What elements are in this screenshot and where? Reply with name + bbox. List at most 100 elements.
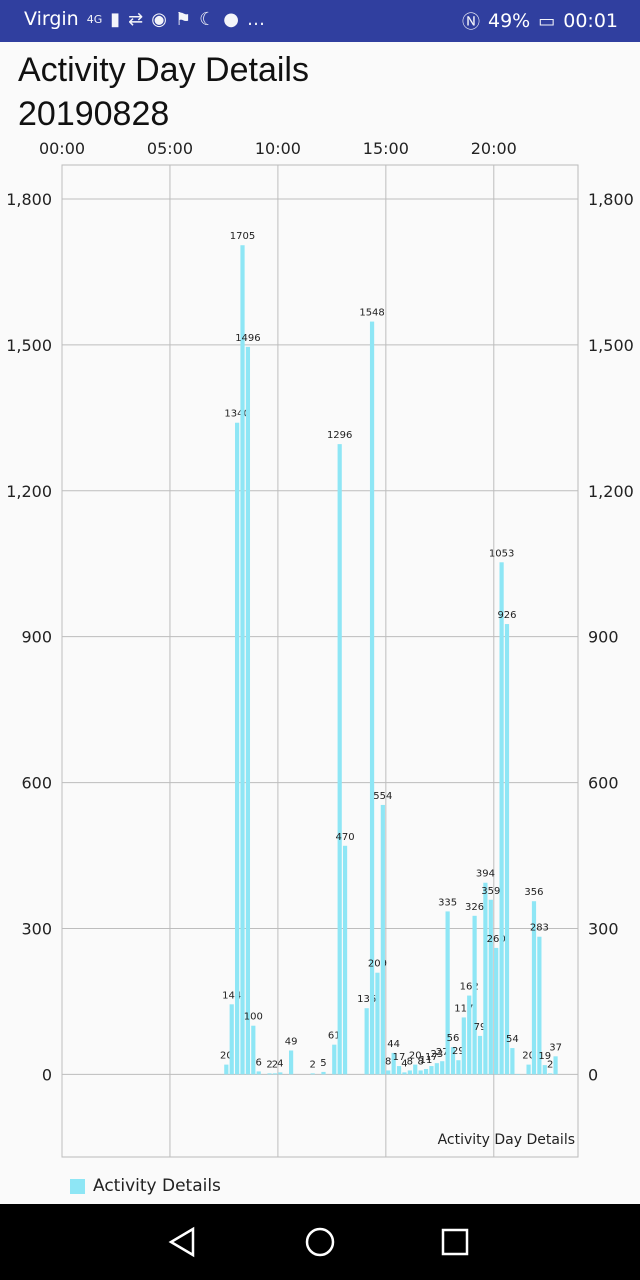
y-tick-left: 1,200 (6, 482, 52, 501)
bar-value-label: 56 (447, 1033, 460, 1044)
bar-value-label: 359 (481, 886, 500, 897)
bar-value-label: 283 (530, 923, 549, 934)
bar (423, 1068, 429, 1075)
back-button[interactable] (162, 1222, 202, 1262)
bar-value-label: 54 (506, 1034, 519, 1045)
bar (310, 1073, 315, 1075)
bar-value-label: 20 (409, 1051, 422, 1062)
bar-value-label: 19 (538, 1051, 551, 1062)
bar (434, 1063, 439, 1075)
bar-value-label: 29 (452, 1046, 465, 1057)
bar-value-label: 1296 (327, 430, 352, 441)
bar (429, 1066, 434, 1075)
battery-percent: 49% (487, 10, 531, 32)
bar (391, 1052, 396, 1075)
bar-value-label: 162 (460, 982, 479, 993)
bar-value-label: 8 (385, 1056, 391, 1067)
bar (364, 1008, 369, 1075)
bar (488, 899, 493, 1075)
bar (256, 1071, 261, 1075)
bar-value-label: 49 (285, 1037, 298, 1048)
bar (224, 1064, 229, 1075)
clock: 00:01 (563, 10, 618, 32)
bar-value-label: 554 (373, 791, 392, 802)
bar (251, 1025, 256, 1075)
back-icon (168, 1226, 195, 1258)
bar (456, 1060, 461, 1075)
bar-value-label: 2 (309, 1059, 315, 1070)
bar-value-label: 470 (336, 832, 355, 843)
page-title: Activity Day Details 20190828 (18, 48, 309, 136)
bar-value-label: 1548 (359, 308, 384, 319)
bar-value-label: 1053 (489, 548, 514, 559)
y-tick-left: 300 (21, 919, 52, 938)
home-icon (305, 1227, 335, 1257)
bar-value-label: 136 (357, 994, 376, 1005)
bar-value-label: 2 (272, 1059, 278, 1070)
bar-value-label: 20 (522, 1051, 535, 1062)
bar-value-label: 5 (320, 1058, 326, 1069)
bar-value-label: 117 (454, 1003, 473, 1014)
bar-value-label: 926 (497, 610, 516, 621)
more-icon: … (246, 8, 265, 30)
bar-value-label: 326 (465, 902, 484, 913)
bar (288, 1050, 294, 1075)
bar-value-label: 144 (222, 990, 241, 1001)
recents-button[interactable] (435, 1222, 475, 1262)
bar (483, 882, 488, 1075)
navigation-bar (0, 1204, 640, 1280)
legend: Activity Details (70, 1176, 221, 1196)
y-tick-right: 900 (588, 628, 619, 647)
x-tick-label: 15:00 (363, 139, 409, 158)
bar-value-label: 17 (393, 1052, 406, 1063)
x-tick-label: 10:00 (255, 139, 301, 158)
bar (461, 1017, 466, 1075)
bar-value-label: 335 (438, 897, 457, 908)
x-tick-label: 05:00 (147, 139, 193, 158)
carrier-name: Virgin (24, 8, 79, 30)
bar (337, 444, 342, 1075)
network-type: 4G (86, 12, 103, 26)
bar (369, 321, 375, 1075)
bar (445, 911, 450, 1075)
bar (402, 1072, 407, 1075)
bar-value-label: 1340 (224, 409, 249, 420)
bar (494, 947, 499, 1075)
bar (526, 1064, 531, 1075)
run-icon: ⚑ (174, 8, 192, 30)
legend-swatch (70, 1178, 85, 1194)
bar-chart[interactable]: 0 0 300 300 600 600 900 900 1,200 1,200 1,500 1,500… (0, 130, 640, 1160)
bar (542, 1065, 547, 1075)
bar (396, 1066, 402, 1075)
x-tick-label: 20:00 (471, 139, 517, 158)
y-tick-left: 600 (21, 774, 52, 793)
legend-label: Activity Details (93, 1176, 221, 1196)
title-date: 20190828 (18, 95, 170, 133)
bar (386, 1070, 391, 1075)
bar (418, 1070, 423, 1075)
bar (537, 936, 542, 1075)
bar (499, 562, 504, 1075)
bar (245, 346, 251, 1075)
bar (240, 245, 245, 1075)
sync-icon: ⇄ (128, 8, 144, 30)
bar (504, 624, 510, 1075)
bar-value-label: 209 (368, 959, 387, 970)
y-tick-left: 1,800 (6, 190, 52, 209)
chart-area[interactable]: 0 0 300 300 600 600 900 900 1,200 1,200 1,500 1,500… (0, 130, 640, 1160)
bar-value-label: 6 (256, 1057, 262, 1068)
bar-value-label: 2 (547, 1059, 553, 1070)
bar (272, 1073, 278, 1075)
bar-value-label: 100 (244, 1012, 263, 1023)
chart-description: Activity Day Details (438, 1132, 575, 1148)
bar (278, 1072, 283, 1075)
bar (553, 1056, 558, 1075)
bar-value-label: 61 (328, 1031, 341, 1042)
game-icon: ◉ (151, 8, 167, 30)
bar (321, 1071, 326, 1075)
bar (515, 1074, 520, 1075)
home-button[interactable] (300, 1222, 340, 1262)
bar (510, 1048, 515, 1075)
y-tick-right: 1,800 (588, 190, 634, 209)
bar (407, 1070, 412, 1075)
